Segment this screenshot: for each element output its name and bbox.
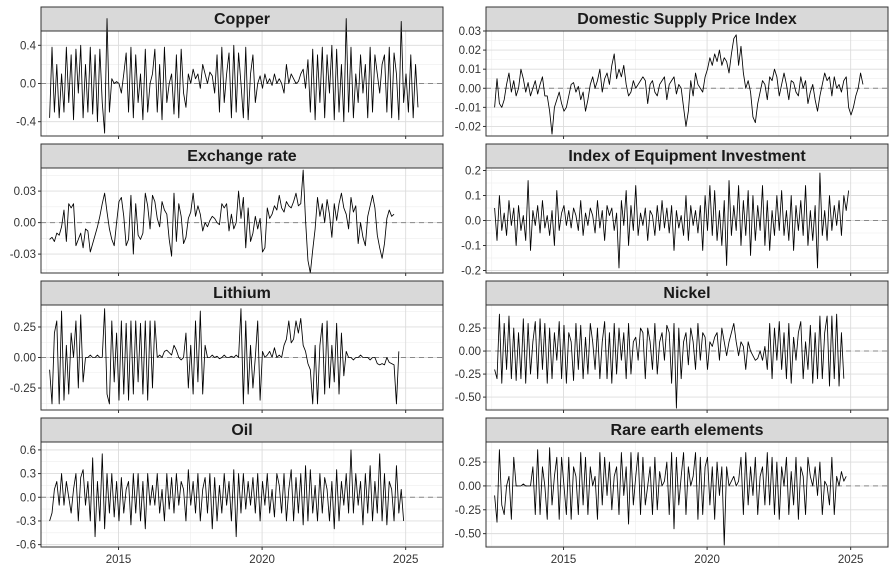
y-tick-label: -0.02 [455, 121, 481, 133]
y-tick-label: -0.50 [455, 392, 481, 404]
strip-lithium [40, 280, 444, 306]
series-line [494, 34, 864, 135]
x-tick-label: 2020 [249, 554, 275, 566]
y-tick-label: 0.0 [465, 216, 481, 228]
panel-title: Domestic Supply Price Index [577, 11, 797, 28]
strip-rare-earth-elements [485, 417, 889, 443]
panel-title: Nickel [663, 285, 710, 302]
panel-title: Copper [214, 11, 270, 28]
plot-background [41, 168, 443, 273]
y-tick-label: -0.50 [455, 529, 481, 541]
y-tick-label: 0.0 [20, 492, 36, 504]
y-tick-label: 0.03 [459, 26, 481, 38]
y-tick-label: 0.01 [459, 64, 481, 76]
series-line [49, 308, 400, 405]
y-tick-label: -0.25 [455, 369, 481, 381]
y-tick-label: -0.3 [16, 516, 36, 528]
y-tick-label: -0.25 [455, 505, 481, 517]
panel-oil: Oil -0.6 -0.3 0.0 0.3 0.6 2015 2020 2025 [16, 417, 444, 566]
y-tick-label: 0.00 [459, 481, 481, 493]
series-line [49, 449, 405, 538]
y-tick-label: -0.4 [16, 117, 36, 129]
panel-border [40, 441, 444, 548]
x-tick-label: 2025 [838, 554, 864, 566]
x-tick-label: 2025 [393, 554, 419, 566]
panel-rare-earth-elements: Rare earth elements -0.50 -0.25 0.00 0.25 201… [455, 417, 889, 566]
strip-oil [40, 417, 444, 443]
y-tick-label: 0.6 [20, 445, 36, 457]
panel-border [40, 167, 444, 274]
panel-copper: Copper -0.4 0.0 0.4 [16, 6, 444, 139]
strip-index-of-equipment-investment [485, 143, 889, 169]
y-tick-label: 0.2 [465, 166, 481, 178]
panel-border [485, 304, 889, 411]
y-tick-label: -0.1 [461, 241, 481, 253]
x-tick-label: 2020 [694, 554, 720, 566]
panel-domestic-supply-price-index: Domestic Supply Price Index -0.02 -0.01 0.0… [455, 6, 889, 139]
y-tick-label: 0.1 [465, 191, 481, 203]
panel-title: Index of Equipment Investment [568, 148, 806, 165]
panel-title: Oil [231, 422, 252, 439]
x-tick-label: 2015 [106, 554, 132, 566]
y-tick-label: 0.02 [459, 45, 481, 57]
y-tick-label: 0.03 [14, 186, 36, 198]
y-tick-label: 0.25 [459, 323, 481, 335]
panel-border [485, 30, 889, 137]
y-tick-label: 0.25 [14, 322, 36, 334]
strip-exchange-rate [40, 143, 444, 169]
y-tick-label: 0.3 [20, 469, 36, 481]
y-tick-label: 0.00 [459, 346, 481, 358]
strip-domestic-supply-price-index [485, 6, 889, 32]
series-line [494, 447, 847, 546]
panel-exchange-rate: Exchange rate -0.03 0.00 0.03 [10, 143, 444, 276]
panel-border [485, 441, 889, 548]
y-tick-label: 0.0 [20, 79, 36, 91]
panel-nickel: Nickel -0.50 -0.25 0.00 0.25 [455, 280, 889, 413]
series-line [494, 313, 845, 409]
y-tick-label: 0.00 [14, 353, 36, 365]
y-tick-label: -0.2 [461, 266, 481, 278]
y-tick-label: -0.25 [10, 383, 36, 395]
series-line [494, 172, 850, 269]
panel-index-of-equipment-investment: Index of Equipment Investment -0.2 -0.1 0.0… [461, 143, 889, 278]
strip-copper [40, 6, 444, 32]
panel-title: Lithium [213, 285, 271, 302]
y-tick-label: 0.25 [459, 457, 481, 469]
x-tick-label: 2015 [551, 554, 577, 566]
y-tick-label: -0.03 [10, 249, 36, 261]
series-line [49, 169, 395, 274]
y-tick-label: -0.6 [16, 540, 36, 552]
panel-title: Exchange rate [187, 148, 296, 165]
y-tick-label: 0.00 [459, 83, 481, 95]
y-tick-label: 0.4 [20, 40, 37, 52]
panel-title: Rare earth elements [611, 422, 764, 439]
y-tick-label: -0.01 [455, 102, 481, 114]
series-line [49, 18, 419, 134]
y-tick-label: 0.00 [14, 218, 36, 230]
panel-lithium: Lithium -0.25 0.00 0.25 [10, 280, 444, 413]
